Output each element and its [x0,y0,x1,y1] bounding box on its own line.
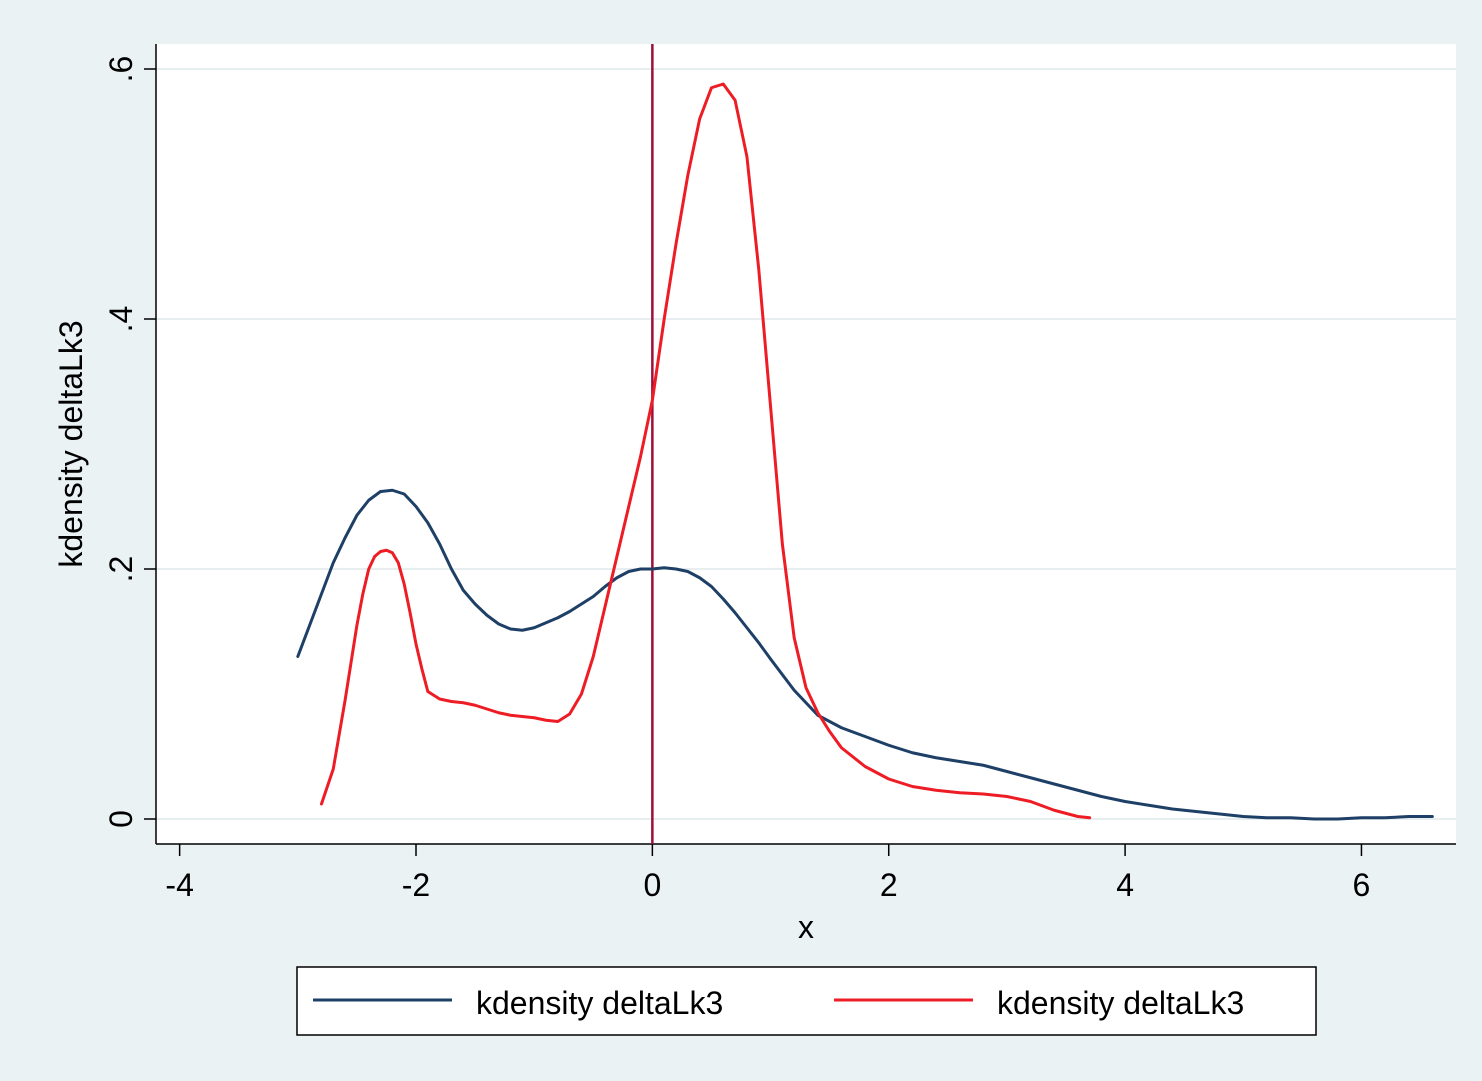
y-tick-label-1: .2 [103,556,139,583]
x-tick-label-1: -2 [402,867,430,903]
y-axis-label: kdensity deltaLk3 [53,320,89,567]
legend-label-series-1: kdensity deltaLk3 [476,985,723,1021]
y-tick-label-0: 0 [103,810,139,828]
series-line-1 [296,488,1434,821]
series-lines [296,82,1434,821]
gridlines [156,68,1456,820]
y-tick-label-2: .4 [103,306,139,333]
axes [155,44,1456,845]
legend-label-series-2: kdensity deltaLk3 [997,985,1244,1021]
y-tick-label-3: .6 [103,56,139,83]
legend-box [296,966,1317,1036]
x-tick-label-0: -4 [165,867,193,903]
x-axis-label: x [798,909,814,945]
x-tick-label-3: 2 [880,867,898,903]
series-line-2 [319,82,1092,820]
x-tick-label-2: 0 [643,867,661,903]
legend: kdensity deltaLk3 kdensity deltaLk3 [296,966,1317,1036]
x-tick-label-5: 6 [1353,867,1371,903]
y-axis-ticks: 0 .2 .4 .6 [103,56,156,828]
x-tick-label-4: 4 [1116,867,1134,903]
plot-area [156,44,1456,844]
x-axis-ticks: -4 -2 0 2 4 6 [165,844,1370,903]
